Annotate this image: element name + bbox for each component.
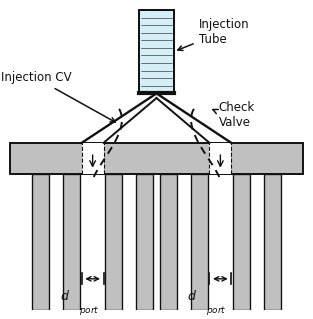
Text: $\mathit{port}$: $\mathit{port}$ — [206, 304, 227, 317]
Bar — [82, 143, 104, 174]
Bar — [209, 143, 231, 174]
Bar — [264, 174, 281, 310]
Text: Check
Valve: Check Valve — [213, 101, 255, 129]
Text: $\mathit{port}$: $\mathit{port}$ — [79, 304, 99, 317]
Text: Injection
Tube: Injection Tube — [178, 18, 249, 50]
Text: $d$: $d$ — [59, 289, 69, 303]
Text: $d$: $d$ — [187, 289, 197, 303]
Bar — [63, 174, 80, 310]
Text: Injection CV: Injection CV — [1, 71, 115, 122]
Bar — [233, 174, 250, 310]
Bar — [105, 174, 122, 310]
Bar — [32, 174, 49, 310]
Bar — [139, 10, 174, 93]
Bar — [191, 174, 208, 310]
Bar — [139, 10, 174, 93]
Bar — [10, 143, 303, 174]
Bar — [160, 174, 177, 310]
Bar — [136, 174, 153, 310]
